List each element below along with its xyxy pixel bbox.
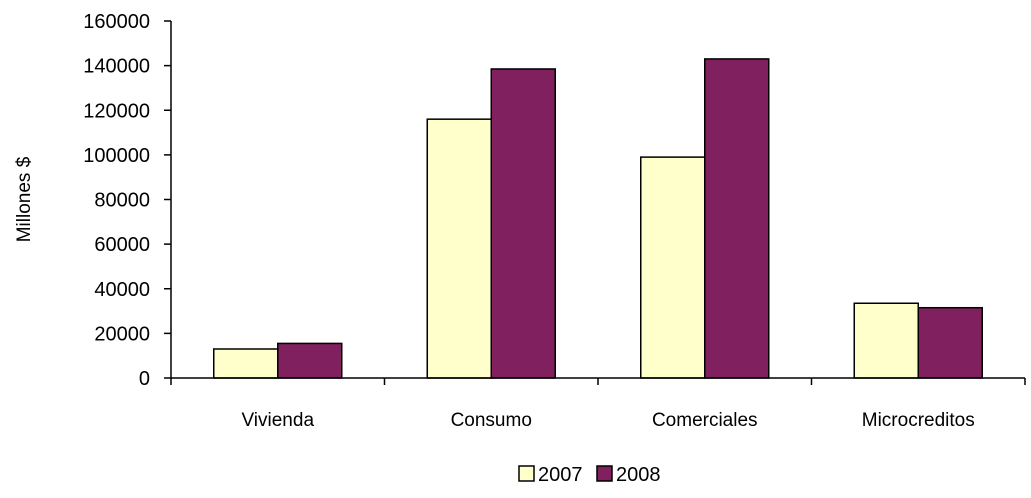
legend-swatch-2008 [596,465,613,482]
y-tick-label: 100000 [83,145,150,167]
bar-2008-microcreditos [917,306,983,379]
x-category-label: Microcreditos [862,410,975,431]
bar-2008-comerciales [704,58,770,379]
y-tick-label: 20000 [94,323,150,345]
bar-2007-comerciales [640,156,706,379]
x-axis-ticks [170,378,1026,385]
y-tick-label: 60000 [94,234,150,256]
bars [213,58,983,379]
bar-2008-consumo [490,68,556,379]
legend-label-2008: 2008 [616,464,661,486]
y-tick-label: 160000 [83,11,150,33]
y-axis-title: Millones $ [14,156,35,242]
y-tick-label: 80000 [94,190,150,212]
legend-swatch-2007 [518,465,535,482]
x-category-label: Comerciales [652,410,758,431]
y-tick-label: 0 [139,368,150,390]
legend: 2007 2008 [518,464,661,486]
y-axis-ticks: 0 20000 40000 60000 80000 100000 120000 140000 1… [83,11,171,390]
bar-2008-vivienda [277,342,343,379]
y-tick-label: 120000 [83,100,150,122]
category-labels: Vivienda Consumo Comerciales Microcreditos [241,410,974,431]
y-tick-label: 140000 [83,56,150,78]
bar-2007-microcreditos [853,302,919,379]
bar-2007-vivienda [213,348,279,379]
y-tick-label: 40000 [94,279,150,301]
x-category-label: Vivienda [241,410,314,431]
bar-2007-consumo [426,118,492,379]
legend-label-2007: 2007 [538,464,583,486]
x-category-label: Consumo [451,410,532,431]
